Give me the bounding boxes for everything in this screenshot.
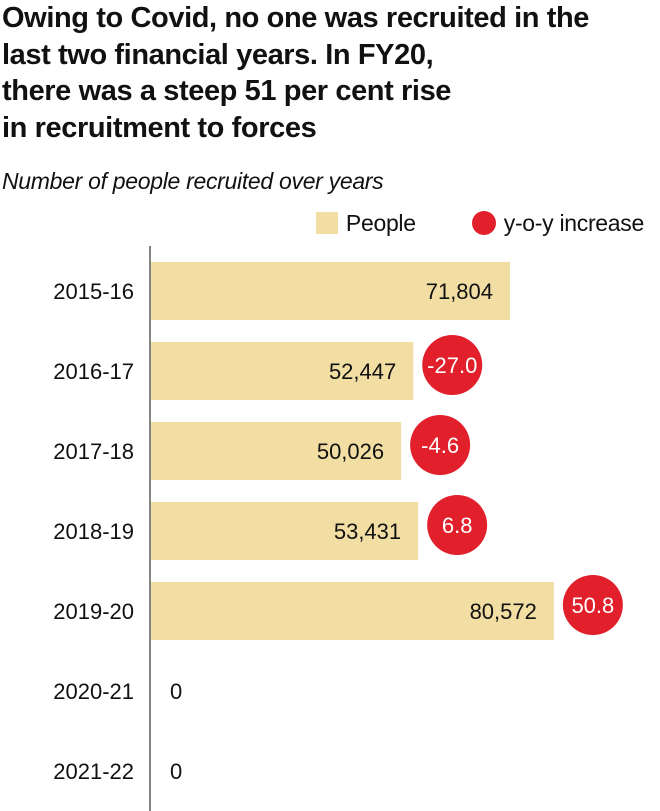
category-label: 2021-22 bbox=[53, 759, 134, 784]
category-label: 2019-20 bbox=[53, 599, 134, 624]
category-label: 2020-21 bbox=[53, 679, 134, 704]
yoy-value-label: -4.6 bbox=[421, 433, 459, 458]
yoy-circle bbox=[562, 575, 623, 635]
chart-title-line: Owing to Covid, no one was recruited in … bbox=[2, 2, 590, 34]
bar-value-label: 52,447 bbox=[329, 359, 396, 384]
bar bbox=[151, 262, 511, 320]
bar bbox=[151, 582, 554, 640]
bar bbox=[151, 422, 402, 480]
chart-title-line: there was a steep 51 per cent rise bbox=[2, 75, 452, 107]
yoy-circle bbox=[410, 415, 471, 475]
yoy-value-label: 50.8 bbox=[571, 593, 614, 618]
yoy-circle bbox=[427, 495, 488, 555]
chart-title: Owing to Covid, no one was recruited in … bbox=[2, 0, 652, 146]
yoy-circle bbox=[422, 335, 483, 395]
bar-value-label: 80,572 bbox=[470, 599, 537, 624]
legend-item-people: People bbox=[315, 209, 416, 237]
category-label: 2018-19 bbox=[53, 519, 134, 544]
legend-swatch-people bbox=[315, 212, 338, 234]
chart-title-line: in recruitment to forces bbox=[2, 111, 317, 144]
chart-subtitle: Number of people recruited over years bbox=[2, 168, 384, 194]
bar-value-label: 50,026 bbox=[317, 439, 384, 464]
bar bbox=[151, 502, 419, 560]
category-label: 2015-16 bbox=[53, 279, 134, 304]
bar-value-label: 0 bbox=[170, 759, 182, 784]
yoy-value-label: 6.8 bbox=[442, 513, 473, 538]
bar-value-label: 71,804 bbox=[426, 279, 493, 304]
legend-item-yoy: y-o-y increase bbox=[416, 210, 644, 237]
legend-swatch-yoy bbox=[471, 211, 496, 235]
category-label: 2017-18 bbox=[53, 439, 134, 464]
bar bbox=[151, 342, 414, 400]
legend-label-people: People bbox=[345, 209, 416, 236]
chart-title-line: last two financial years. In FY20, bbox=[2, 38, 434, 71]
bar-value-label: 0 bbox=[170, 679, 182, 704]
legend: People y-o-y increase bbox=[315, 206, 644, 240]
yoy-value-label: -27.0 bbox=[427, 353, 477, 378]
bar-value-label: 53,431 bbox=[334, 519, 401, 544]
category-label: 2016-17 bbox=[53, 359, 134, 384]
legend-label-yoy: y-o-y increase bbox=[503, 209, 645, 236]
